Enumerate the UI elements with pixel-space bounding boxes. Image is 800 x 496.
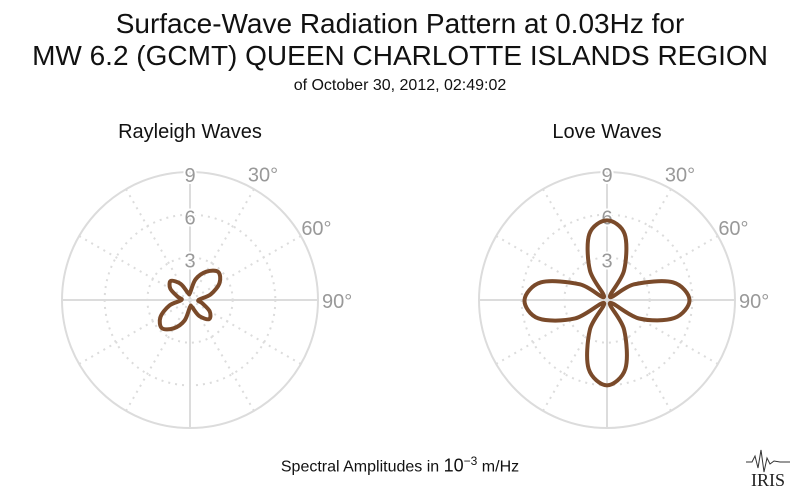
chart-2-range-circle: [478, 171, 736, 429]
chart-2-angle-label: 90°: [739, 291, 769, 313]
caption-base: 10: [443, 455, 464, 476]
chart-1-angle-label: 90°: [322, 291, 352, 313]
chart-2-angle-label: 30°: [665, 165, 695, 187]
chart-1-spoke: [78, 299, 191, 365]
figure-title: Surface-Wave Radiation Pattern at 0.03Hz…: [0, 8, 800, 96]
chart-2-range-circle: [563, 256, 651, 344]
chart-1-radiation-curve: [157, 268, 223, 332]
chart-1-title: Rayleigh Waves: [118, 121, 262, 143]
chart-1-spoke: [125, 299, 191, 412]
chart-1-r-tick-label: 9: [184, 165, 195, 187]
iris-logo-text: IRIS: [751, 470, 785, 490]
chart-1-spoke: [189, 188, 255, 301]
event-date: of October 30, 2012, 02:49:02: [293, 77, 507, 94]
title-line-1: Surface-Wave Radiation Pattern at 0.03Hz…: [115, 8, 685, 39]
chart-2-title: Love Waves: [552, 121, 661, 143]
caption-exponent: −3: [463, 454, 478, 468]
amplitude-units-caption: Spectral Amplitudes in 10−3 m/Hz: [0, 454, 800, 476]
chart-1-range-circle: [103, 213, 277, 387]
chart-1-range-circle: [61, 171, 319, 429]
chart-2-r-tick-label: 9: [601, 165, 612, 187]
chart-2-radiation-curve: [522, 218, 692, 388]
caption-unit: m/Hz: [477, 458, 520, 476]
chart-1-angle-label: 30°: [248, 165, 278, 187]
chart-1-r-tick-label: 6: [184, 208, 195, 230]
chart-2-r-tick-label: 3: [601, 250, 612, 272]
chart-1-range-circle: [146, 256, 234, 344]
title-line-2: MW 6.2 (GCMT) QUEEN CHARLOTTE ISLANDS RE…: [32, 40, 768, 71]
chart-1-spoke: [189, 235, 302, 301]
chart-1-angle-label: 60°: [301, 218, 331, 240]
iris-logo: IRIS: [746, 449, 790, 490]
chart-2-angle-label: 60°: [718, 218, 748, 240]
chart-1-r-tick-label: 3: [184, 250, 195, 272]
caption-prefix: Spectral Amplitudes in: [280, 458, 444, 476]
